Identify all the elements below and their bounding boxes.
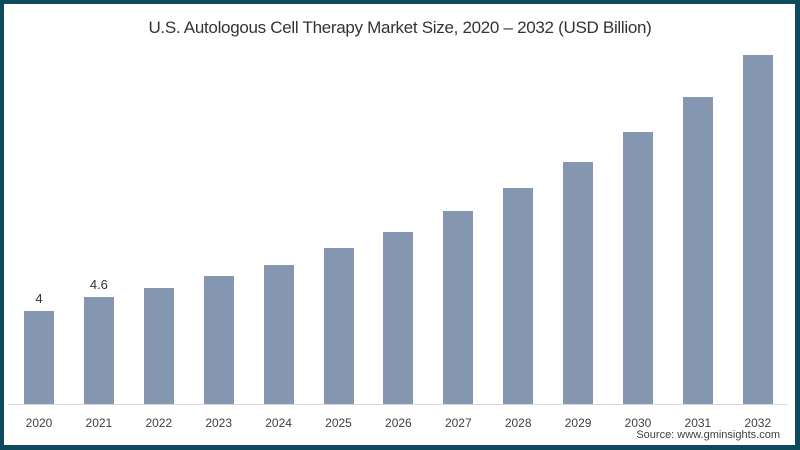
chart-title: U.S. Autologous Cell Therapy Market Size… bbox=[148, 18, 652, 37]
bar-2030 bbox=[623, 131, 653, 404]
bar-2021 bbox=[83, 297, 114, 404]
bar-2024 bbox=[263, 264, 294, 404]
bar-2026 bbox=[383, 231, 414, 404]
bar-2025 bbox=[323, 248, 354, 404]
source-note: Source: www.gminsights.com bbox=[636, 429, 780, 441]
bar-2023 bbox=[203, 276, 234, 404]
bar-2032 bbox=[742, 55, 773, 404]
bar-2028 bbox=[503, 187, 534, 404]
bar-2029 bbox=[563, 162, 594, 404]
x-axis-line bbox=[8, 404, 788, 405]
x-tick-label: 2028 bbox=[504, 416, 532, 430]
x-tick-label: 2025 bbox=[325, 416, 352, 430]
x-tick-label: 2023 bbox=[205, 416, 233, 430]
x-tick-label: 2024 bbox=[265, 416, 292, 430]
data-label: 4.6 bbox=[89, 277, 108, 293]
x-tick-label: 2031 bbox=[684, 416, 712, 430]
bar-2027 bbox=[443, 211, 474, 404]
x-tick-label: 2029 bbox=[564, 416, 592, 430]
bar-2022 bbox=[143, 287, 174, 404]
x-tick-label: 2026 bbox=[385, 416, 412, 430]
x-tick-label: 2032 bbox=[744, 416, 772, 430]
bar-2020 bbox=[24, 311, 54, 404]
data-label: 4 bbox=[35, 291, 43, 306]
x-tick-label: 2022 bbox=[145, 416, 173, 430]
bar-2031 bbox=[682, 97, 713, 404]
x-tick-label: 2030 bbox=[624, 416, 652, 430]
x-tick-label: 2021 bbox=[85, 416, 113, 430]
x-tick-label: 2027 bbox=[444, 416, 472, 430]
x-tick-label: 2020 bbox=[25, 416, 53, 430]
